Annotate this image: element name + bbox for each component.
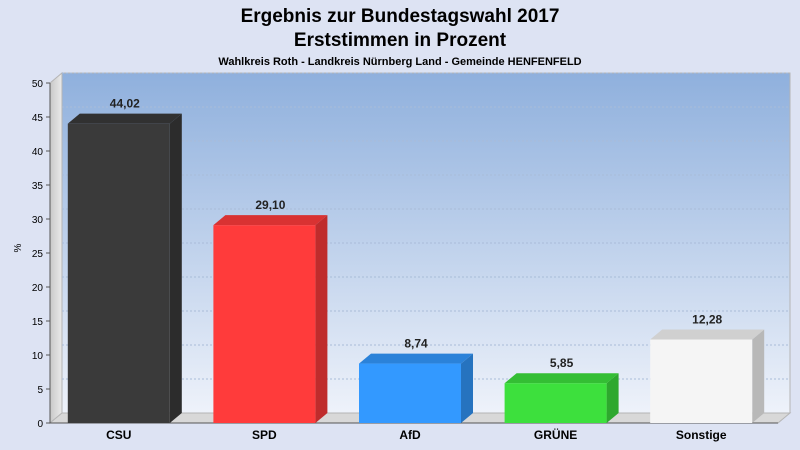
y-tick-label: 10 bbox=[32, 351, 44, 362]
y-tick-label: 0 bbox=[37, 419, 43, 430]
bar-top bbox=[213, 215, 328, 226]
category-label: AfD bbox=[399, 428, 421, 442]
bar-side bbox=[752, 329, 765, 423]
y-axis-label: % bbox=[13, 243, 24, 252]
bars bbox=[67, 113, 765, 423]
y-axis-ticks: 0 5 10 15 20 25 30 35 40 45 50 bbox=[32, 79, 50, 430]
bar-side bbox=[606, 373, 619, 423]
bar-front bbox=[650, 339, 753, 423]
bar-front bbox=[213, 225, 316, 423]
bar-front bbox=[359, 363, 461, 423]
value-label: 8,74 bbox=[404, 337, 428, 351]
category-labels: CSU SPD AfD GRÜNE Sonstige bbox=[106, 427, 727, 442]
chart-caption: Wahlkreis Roth - Landkreis Nürnberg Land… bbox=[218, 56, 581, 68]
bar-top bbox=[504, 373, 619, 384]
bar-spd bbox=[213, 215, 328, 423]
bar-sonstige bbox=[650, 329, 765, 423]
category-label: SPD bbox=[252, 428, 277, 442]
bar-afd bbox=[359, 353, 473, 423]
bar-top bbox=[359, 353, 473, 364]
bar-grüne bbox=[504, 373, 619, 423]
y-tick-label: 5 bbox=[37, 385, 43, 396]
bar-front bbox=[67, 123, 170, 423]
y-tick-label: 50 bbox=[32, 79, 44, 90]
y-tick-label: 15 bbox=[32, 317, 44, 328]
value-labels: 44,02 29,10 8,74 5,85 12,28 bbox=[110, 97, 723, 371]
bar-side bbox=[169, 113, 182, 423]
value-label: 5,85 bbox=[550, 356, 574, 370]
bar-side bbox=[315, 215, 328, 423]
bar-side bbox=[461, 353, 473, 423]
bar-top bbox=[650, 329, 765, 340]
bar-top bbox=[67, 113, 182, 124]
value-label: 44,02 bbox=[110, 97, 140, 111]
plot-side-wall bbox=[49, 71, 63, 425]
gridlines bbox=[62, 72, 790, 380]
y-tick-label: 20 bbox=[32, 283, 44, 294]
y-tick-label: 40 bbox=[32, 147, 44, 158]
y-tick-label: 45 bbox=[32, 113, 44, 124]
y-tick-label: 30 bbox=[32, 215, 44, 226]
bar-csu bbox=[67, 113, 182, 423]
value-label: 29,10 bbox=[255, 198, 285, 212]
category-label: GRÜNE bbox=[534, 427, 577, 442]
y-tick-label: 35 bbox=[32, 181, 44, 192]
bar-front bbox=[504, 383, 607, 423]
category-label: CSU bbox=[106, 428, 131, 442]
chart-subtitle: Erststimmen in Prozent bbox=[294, 30, 507, 51]
value-label: 12,28 bbox=[692, 312, 722, 326]
chart-title: Ergebnis zur Bundestagswahl 2017 bbox=[241, 6, 560, 27]
y-tick-label: 25 bbox=[32, 249, 44, 260]
category-label: Sonstige bbox=[676, 428, 727, 442]
